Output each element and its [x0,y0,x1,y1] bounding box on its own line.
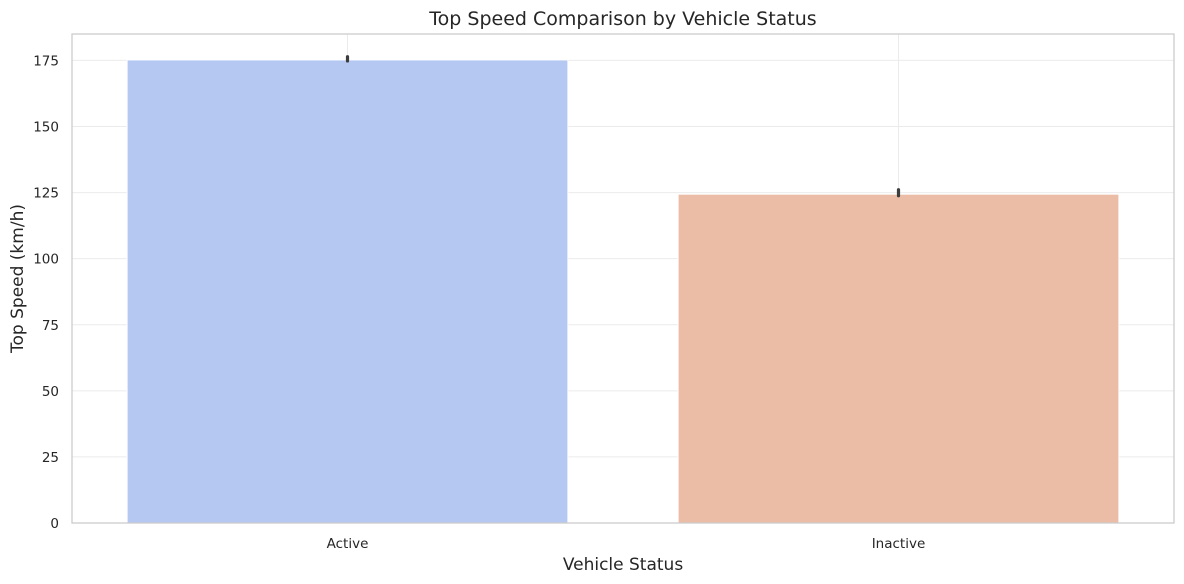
y-tick-label: 175 [33,53,59,69]
bar-active [126,59,569,524]
y-tick-label: 50 [42,384,59,400]
bars [126,59,1120,524]
y-axis-label: Top Speed (km/h) [8,204,28,354]
y-tick-label: 125 [33,186,59,202]
x-tick-label: Inactive [872,536,926,552]
y-tick-label: 100 [33,252,59,268]
x-tick-labels: Active Inactive [327,536,926,552]
chart-title: Top Speed Comparison by Vehicle Status [428,8,816,30]
x-tick-label: Active [327,536,369,552]
y-tick-label: 0 [50,516,59,532]
y-tick-label: 150 [33,120,59,136]
y-tick-label: 75 [42,318,59,334]
bar-inactive [677,193,1120,524]
plot-frame [71,33,1175,524]
y-tick-label: 25 [42,450,59,466]
x-axis-label: Vehicle Status [563,555,684,575]
y-tick-labels: 0 25 50 75 100 125 150 175 [33,53,59,532]
error-bars [345,55,901,198]
